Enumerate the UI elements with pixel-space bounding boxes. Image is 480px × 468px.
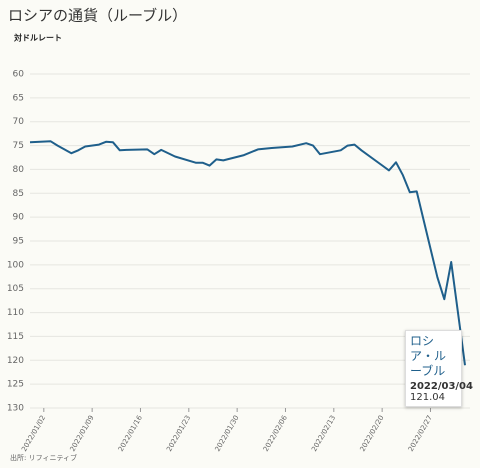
- y-tick-label: 85: [13, 189, 24, 199]
- y-tick-label: 120: [7, 356, 24, 366]
- y-tick-label: 90: [13, 213, 25, 223]
- tooltip-series: ロシア・ルーブル: [410, 334, 447, 378]
- chart-title: ロシアの通貨（ルーブル）: [8, 7, 187, 25]
- line: [29, 140, 466, 366]
- x-tick-label: 2022/01/30: [213, 414, 240, 453]
- y-tick-label: 75: [13, 141, 24, 151]
- tooltip: ロシア・ルーブル 2022/03/04 121.04: [405, 330, 473, 407]
- x-tick-label: 2022/02/13: [310, 414, 337, 453]
- y-tick-label: 95: [13, 237, 24, 247]
- y-axis-label: 対ドルレート: [13, 33, 62, 43]
- x-tick-label: 2022/02/06: [262, 414, 289, 453]
- y-tick-label: 130: [7, 404, 24, 414]
- tooltip-value: 121.04: [410, 392, 445, 403]
- y-tick-label: 125: [7, 380, 24, 390]
- y-tick-label: 60: [13, 70, 25, 80]
- y-tick-label: 100: [7, 260, 24, 270]
- x-tick-label: 2022/01/16: [117, 414, 144, 453]
- x-tick-label: 2022/02/20: [358, 414, 385, 453]
- x-tick-label: 2022/01/09: [68, 414, 95, 453]
- y-tick-label: 115: [7, 332, 24, 342]
- y-tick-label: 70: [13, 117, 25, 127]
- y-tick-label: 80: [13, 165, 25, 175]
- x-tick-label: 2022/02/27: [407, 414, 434, 453]
- y-tick-label: 105: [7, 284, 24, 294]
- tooltip-date: 2022/03/04: [410, 381, 473, 392]
- y-tick-label: 65: [13, 93, 24, 103]
- source: 出所: リフィニティブ: [10, 453, 77, 462]
- x-tick-label: 2022/01/23: [165, 414, 192, 453]
- x-tick-label: 2022/01/02: [20, 414, 47, 453]
- y-tick-label: 110: [7, 308, 24, 318]
